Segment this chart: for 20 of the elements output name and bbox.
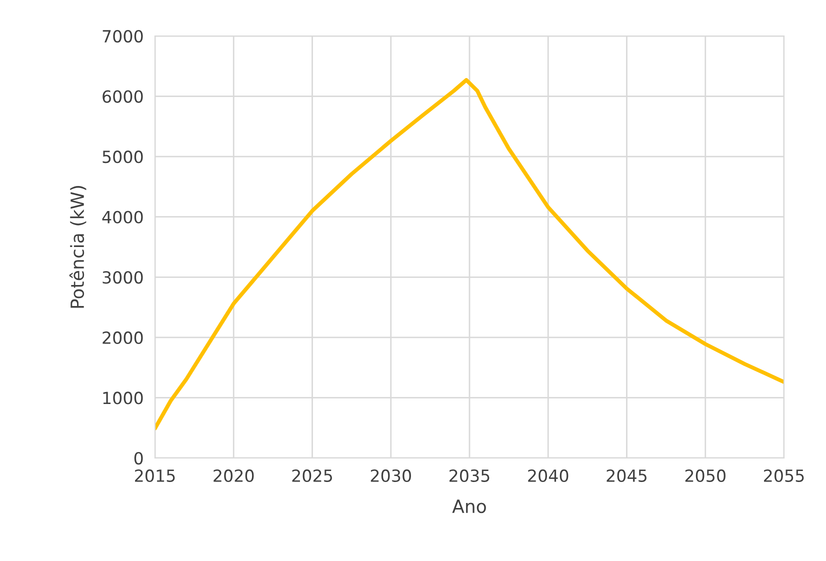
y-tick-label: 6000	[102, 90, 143, 103]
y-tick-label: 3000	[102, 271, 143, 284]
y-tick-label: 0	[134, 452, 143, 465]
x-tick-label: 2020	[214, 469, 254, 482]
x-tick-label: 2055	[764, 469, 804, 482]
y-tick-label: 7000	[102, 30, 143, 43]
y-tick-label: 1000	[103, 392, 143, 404]
y-tick-label: 2000	[102, 331, 143, 344]
x-tick-label: 2015	[135, 469, 175, 482]
y-axis-title: Potência (kW)	[69, 186, 86, 308]
x-tick-label: 2030	[370, 469, 411, 482]
x-tick-label: 2045	[606, 469, 646, 482]
y-tick-label: 5000	[102, 150, 143, 164]
x-tick-label: 2025	[292, 469, 332, 482]
x-tick-label: 2040	[528, 469, 568, 482]
y-tick-label: 4000	[102, 210, 143, 224]
line-series	[155, 78, 784, 430]
x-tick-label: 2050	[685, 469, 726, 482]
x-axis-title: Ano	[452, 500, 486, 514]
x-tick-label: 2035	[450, 469, 490, 482]
